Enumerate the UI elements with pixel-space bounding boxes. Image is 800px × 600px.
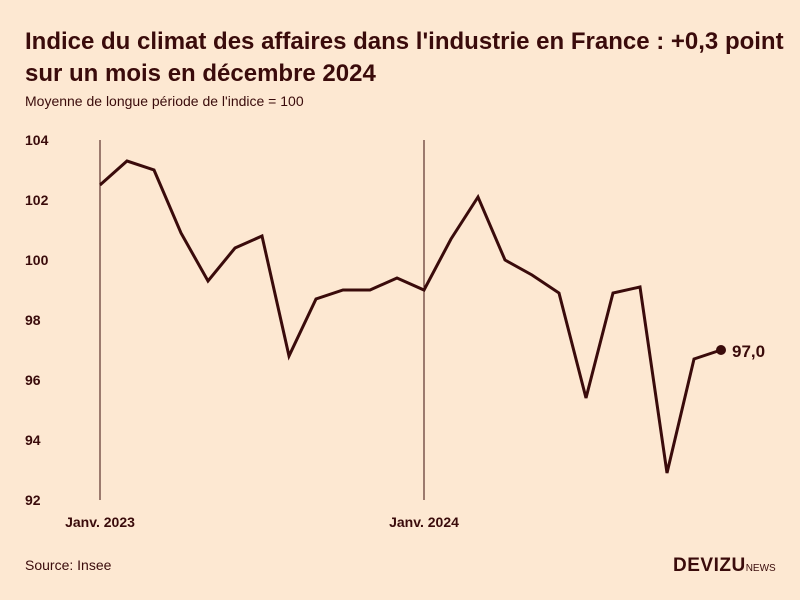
y-tick-label: 92 <box>25 492 41 508</box>
brand-logo-main: DEVIZU <box>673 555 746 576</box>
end-value-label: 97,0 <box>732 342 765 361</box>
end-point-marker <box>716 345 726 355</box>
source-note: Source: Insee <box>25 557 112 573</box>
brand-logo: DEVIZUNEWS <box>673 555 776 577</box>
chart-title: Indice du climat des affaires dans l'ind… <box>25 28 784 87</box>
y-tick-label: 100 <box>25 252 49 268</box>
y-tick-label: 94 <box>25 432 41 448</box>
series-line <box>99 159 722 474</box>
chart-subtitle: Moyenne de longue période de l'indice = … <box>25 93 304 109</box>
x-tick-label: Janv. 2023 <box>65 514 135 530</box>
y-tick-label: 104 <box>25 132 49 148</box>
y-tick-label: 98 <box>25 312 41 328</box>
x-tick-label: Janv. 2024 <box>389 514 459 530</box>
y-tick-label: 96 <box>25 372 41 388</box>
brand-logo-sub: NEWS <box>745 563 776 574</box>
y-tick-label: 102 <box>25 192 49 208</box>
